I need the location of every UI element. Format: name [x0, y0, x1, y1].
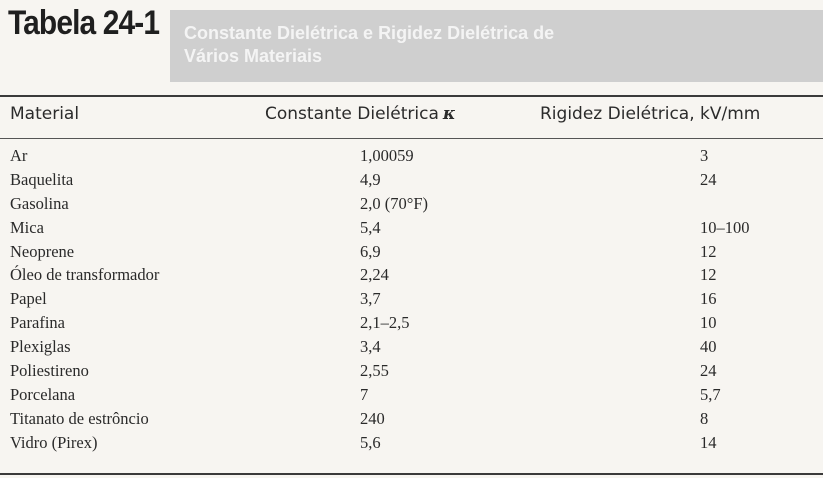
material-cell: Porcelana: [10, 384, 76, 404]
material-cell: Neoprene: [10, 241, 75, 261]
material-cell: Mica: [10, 217, 44, 237]
material-cell: Poliestireno: [10, 361, 89, 381]
table-row: Plexiglas 3,4 40: [0, 337, 823, 361]
table-number: Tabela 24-1: [8, 4, 160, 42]
material-cell: Baquelita: [10, 169, 74, 189]
constant-cell: 2,24: [360, 265, 389, 285]
material-cell: Titanato de estrôncio: [10, 408, 149, 428]
strength-cell: 5,7: [700, 384, 721, 404]
table-title-line-2: Vários Materiais: [184, 46, 323, 66]
constant-cell: 1,00059: [360, 146, 414, 165]
table-title-bar: Constante Dielétrica e Rigidez Dielétric…: [170, 10, 823, 82]
table-body: Ar 1,00059 3 Baquelita 4,9 24 Gasolina 2,0 (70°…: [0, 146, 823, 457]
column-header-strength: Rigidez Dielétrica, kV/mm: [540, 104, 761, 124]
material-cell: Óleo de transformador: [10, 265, 160, 285]
bottom-rule: [0, 473, 823, 475]
material-cell: Gasolina: [10, 193, 69, 213]
material-cell: Ar: [10, 146, 28, 165]
constant-cell: 7: [360, 384, 369, 404]
strength-cell: 24: [700, 361, 717, 381]
strength-cell: 10: [700, 313, 717, 333]
constant-cell: 2,0 (70°F): [360, 193, 429, 213]
material-cell: Plexiglas: [10, 337, 71, 357]
table-title-line-1: Constante Dielétrica e Rigidez Dielétric…: [184, 23, 555, 43]
strength-cell: 8: [700, 408, 709, 428]
strength-cell: 14: [700, 432, 717, 452]
table-row: Parafina 2,1–2,5 10: [0, 313, 823, 337]
constant-cell: 2,55: [360, 361, 389, 381]
strength-cell: 16: [700, 289, 717, 309]
constant-cell: 5,6: [360, 432, 381, 452]
table-row: Porcelana 7 5,7: [0, 385, 823, 409]
material-cell: Vidro (Pirex): [10, 432, 98, 452]
constant-cell: 4,9: [360, 169, 381, 189]
table-row: Gasolina 2,0 (70°F): [0, 194, 823, 218]
table-title: Constante Dielétrica e Rigidez Dielétric…: [184, 22, 784, 68]
column-header-material: Material: [10, 104, 80, 124]
strength-cell: 10–100: [700, 217, 750, 237]
strength-cell: 40: [700, 337, 717, 357]
column-header-constant: Constante Dielétrica κ: [265, 104, 456, 124]
table-row: Mica 5,4 10–100: [0, 218, 823, 242]
table-row: Poliestireno 2,55 24: [0, 361, 823, 385]
table-row: Titanato de estrôncio 240 8: [0, 409, 823, 433]
constant-cell: 2,1–2,5: [360, 313, 410, 333]
strength-cell: 24: [700, 169, 717, 189]
material-cell: Papel: [10, 289, 47, 309]
strength-cell: 12: [700, 265, 717, 285]
constant-cell: 3,7: [360, 289, 381, 309]
kappa-symbol: κ: [442, 104, 456, 124]
constant-cell: 3,4: [360, 337, 381, 357]
table-row: Papel 3,7 16: [0, 289, 823, 313]
constant-cell: 5,4: [360, 217, 381, 237]
strength-cell: 3: [700, 146, 709, 165]
table-row: Ar 1,00059 3: [0, 146, 823, 170]
table-row: Neoprene 6,9 12: [0, 242, 823, 266]
table-header: Tabela 24-1 Constante Dielétrica e Rigid…: [0, 0, 823, 90]
table-row: Baquelita 4,9 24: [0, 170, 823, 194]
top-rule: [0, 95, 823, 97]
table-row: Vidro (Pirex) 5,6 14: [0, 433, 823, 457]
constant-cell: 240: [360, 408, 385, 428]
constant-cell: 6,9: [360, 241, 381, 261]
table-row: Óleo de transformador 2,24 12: [0, 265, 823, 289]
column-header-constant-label: Constante Dielétrica: [265, 104, 439, 124]
material-cell: Parafina: [10, 313, 65, 333]
header-rule: [0, 138, 823, 139]
strength-cell: 12: [700, 241, 717, 261]
